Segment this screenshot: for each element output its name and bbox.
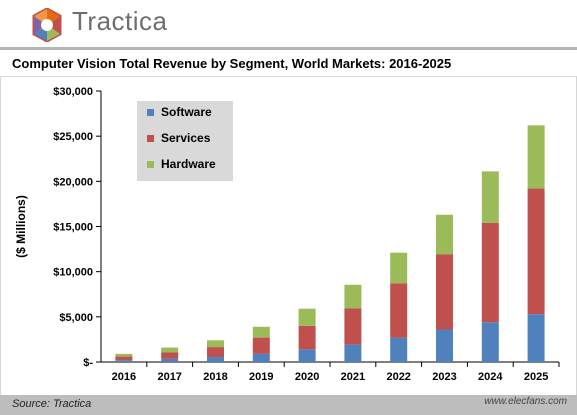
bar-software-2023 [436, 329, 453, 362]
x-tick-label: 2023 [432, 371, 456, 383]
bar-hardware-2025 [527, 125, 545, 189]
bar-software-2020 [298, 349, 316, 362]
chart-canvas: $- $5,000 $10,000 $15,000 $20,000 $25,000 $30,… [14, 86, 560, 383]
bar-hardware-2018 [207, 340, 224, 348]
bar-services-2022 [390, 283, 408, 338]
y-tick-label: $20,000 [53, 176, 93, 188]
y-tick-label: $- [83, 357, 93, 369]
bar-hardware-2024 [481, 171, 499, 223]
y-tick-label: $15,000 [53, 222, 93, 234]
bar-software-2021 [344, 344, 362, 362]
x-tick-label: 2017 [157, 371, 181, 383]
bar-services-2020 [298, 325, 316, 350]
watermark-text: www.elecfans.com [484, 396, 567, 407]
bar-hardware-2022 [390, 252, 408, 284]
bar-software-2024 [481, 322, 499, 362]
y-tick-label: $10,000 [53, 267, 93, 279]
tractica-logo-icon [32, 8, 62, 42]
legend-swatch-services [147, 135, 154, 142]
bar-hardware-2023 [436, 214, 453, 255]
y-tick-label: $5,000 [59, 312, 93, 324]
bar-hardware-2017 [161, 347, 179, 353]
bar-services-2018 [207, 347, 224, 358]
legend-swatch-hardware [147, 161, 154, 168]
legend-label-software: Software [161, 105, 212, 119]
y-tick-label: $25,000 [53, 131, 93, 143]
x-tick-label: 2024 [478, 371, 503, 383]
chart-title: Computer Vision Total Revenue by Segment… [12, 56, 452, 71]
bar-services-2021 [344, 308, 362, 345]
bar-software-2019 [252, 353, 270, 362]
x-tick-label: 2019 [249, 371, 273, 383]
legend-swatch-software [147, 109, 154, 116]
header-divider [0, 47, 577, 50]
x-tick-label: 2016 [112, 371, 136, 383]
bar-software-2025 [527, 314, 545, 362]
x-tick-label: 2018 [203, 371, 227, 383]
bar-software-2017 [161, 358, 179, 362]
bar-software-2016 [115, 360, 133, 362]
header: Tractica [0, 0, 577, 46]
legend-label-hardware: Hardware [161, 157, 216, 171]
bar-services-2016 [115, 356, 133, 361]
source-text: Source: Tractica [12, 398, 92, 410]
bar-services-2024 [481, 222, 499, 323]
bar-services-2017 [161, 352, 179, 359]
source-bar: Source: Tractica [0, 395, 577, 415]
x-tick-label: 2020 [295, 371, 319, 383]
brand-name: Tractica [72, 6, 168, 36]
bar-services-2025 [527, 188, 545, 315]
y-tick-label: $30,000 [53, 86, 93, 98]
bar-hardware-2021 [344, 284, 362, 309]
bar-services-2019 [252, 337, 270, 354]
bar-hardware-2019 [252, 326, 270, 338]
x-tick-label: 2021 [341, 371, 365, 383]
bar-software-2022 [390, 337, 408, 362]
bar-services-2023 [436, 254, 453, 330]
bar-hardware-2020 [298, 308, 316, 326]
bar-software-2018 [207, 357, 224, 362]
x-tick-label: 2022 [386, 371, 410, 383]
bar-hardware-2016 [115, 353, 133, 357]
legend-label-services: Services [161, 131, 211, 145]
y-axis-title: ($ Millions) [14, 195, 28, 258]
chart-frame: $- $5,000 $10,000 $15,000 $20,000 $25,000 $30,… [0, 76, 577, 396]
x-tick-label: 2025 [524, 371, 548, 383]
